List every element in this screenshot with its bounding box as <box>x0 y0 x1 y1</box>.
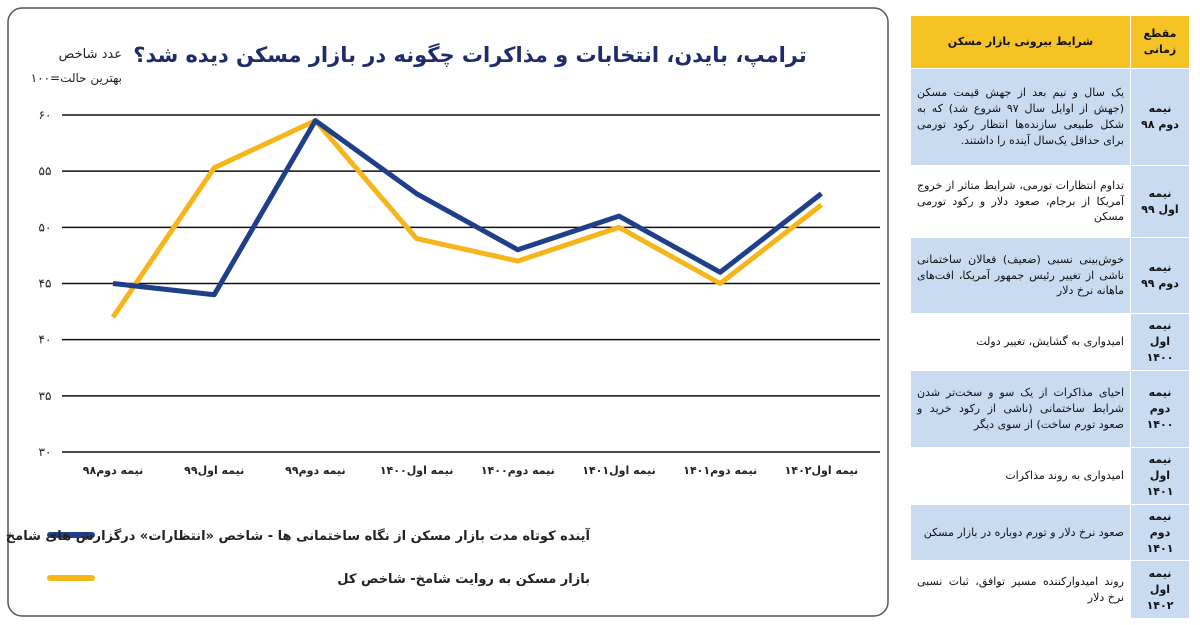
y-tick-label: ۳۵ <box>39 389 52 403</box>
y-tick-label: ۶۰ <box>39 108 52 122</box>
period-cell: نیمه دوم ۹۹ <box>1130 237 1190 314</box>
description-cell: روند امیدوارکننده مسیر توافق، ثبات نسبی … <box>910 560 1131 620</box>
series-line <box>110 118 823 319</box>
y-tick-label: ۴۵ <box>39 277 52 291</box>
description-cell: امیدواری به گشایش، تغییر دولت <box>910 313 1131 371</box>
y-axis-note: بهترین حالت=۱۰۰ <box>31 71 122 86</box>
x-tick-label: نیمه دوم۹۹ <box>285 464 345 477</box>
x-tick-label: نیمه اول۹۹ <box>184 464 244 477</box>
description-cell: امیدواری به روند مذاکرات <box>910 446 1131 505</box>
table-row: نیمه دوم ۹۹ خوش‌بینی نسبی (ضعیف) فعالان س… <box>910 237 1190 314</box>
y-tick-label: ۵۵ <box>39 164 52 178</box>
period-cell: نیمه دوم ۱۴۰۱ <box>1130 503 1190 562</box>
period-cell: نیمه دوم ۱۴۰۰ <box>1130 369 1190 448</box>
x-tick-label: نیمه اول۱۴۰۲ <box>785 464 859 477</box>
table-row: نیمه دوم ۱۴۰۱ صعود نرخ دلار و تورم دوباره… <box>910 503 1190 562</box>
y-tick-label: ۴۰ <box>39 333 52 347</box>
table-row: نیمه اول ۹۹ تداوم انتظارات تورمی، شرایط م… <box>910 165 1190 238</box>
table-row: نیمه اول ۱۴۰۲ روند امیدوارکننده مسیر تواف… <box>910 560 1190 620</box>
table-row: نیمه دوم ۹۸ یک سال و نیم بعد از جهش قیمت … <box>910 68 1190 166</box>
table-row: نیمه اول ۱۴۰۱ امیدواری به روند مذاکرات <box>910 446 1190 505</box>
chart-title: ترامپ، بایدن، انتخابات و مذاکرات چگونه د… <box>133 42 806 67</box>
x-tick-label: نیمه اول۱۴۰۰ <box>380 464 454 477</box>
legend-label: بازار مسکن به روایت شامخ- شاخص کل <box>337 572 590 587</box>
description-cell: خوش‌بینی نسبی (ضعیف) فعالان ساختمانی ناش… <box>910 237 1131 314</box>
header-cell: شرایط بیرونی بازار مسکن <box>910 15 1131 69</box>
chart-frame <box>7 7 889 617</box>
x-tick-label: نیمه دوم۱۴۰۱ <box>683 464 757 477</box>
x-tick-label: نیمه دوم۱۴۰۰ <box>481 464 555 477</box>
header-cell: مقطع زمانی <box>1130 15 1190 69</box>
y-tick-label: ۳۰ <box>39 445 52 459</box>
period-cell: نیمه اول ۱۴۰۱ <box>1130 446 1190 505</box>
period-cell: نیمه اول ۹۹ <box>1130 165 1190 238</box>
x-tick-label: نیمه دوم۹۸ <box>83 464 143 477</box>
x-tick-label: نیمه اول۱۴۰۱ <box>582 464 656 477</box>
description-cell: احیای مذاکرات از یک سو و سخت‌تر شدن شرای… <box>910 369 1131 448</box>
chart: ترامپ، بایدن، انتخابات و مذاکرات چگونه د… <box>6 7 889 617</box>
description-cell: یک سال و نیم بعد از جهش قیمت مسکن (جهش ا… <box>910 68 1131 166</box>
table-row: نیمه دوم ۱۴۰۰ احیای مذاکرات از یک سو و سخ… <box>910 369 1190 448</box>
period-cell: نیمه اول ۱۴۰۲ <box>1130 560 1190 620</box>
table-row: نیمه اول ۱۴۰۰ امیدواری به گشایش، تغییر دو… <box>910 313 1190 371</box>
y-tick-label: ۵۰ <box>39 220 52 234</box>
table-header: مقطع زمانی شرایط بیرونی بازار مسکن <box>910 15 1190 69</box>
legend-label: آینده کوتاه مدت بازار مسکن از نگاه ساختم… <box>6 527 591 544</box>
period-cell: نیمه اول ۱۴۰۰ <box>1130 313 1190 371</box>
description-cell: صعود نرخ دلار و تورم دوباره در بازار مسک… <box>910 503 1131 562</box>
description-cell: تداوم انتظارات تورمی، شرایط متاثر از خرو… <box>910 165 1131 238</box>
period-cell: نیمه دوم ۹۸ <box>1130 68 1190 166</box>
info-table: مقطع زمانی شرایط بیرونی بازار مسکن نیمه … <box>910 15 1190 620</box>
series-line <box>112 118 823 298</box>
y-axis-label: عدد شاخص <box>59 47 122 62</box>
